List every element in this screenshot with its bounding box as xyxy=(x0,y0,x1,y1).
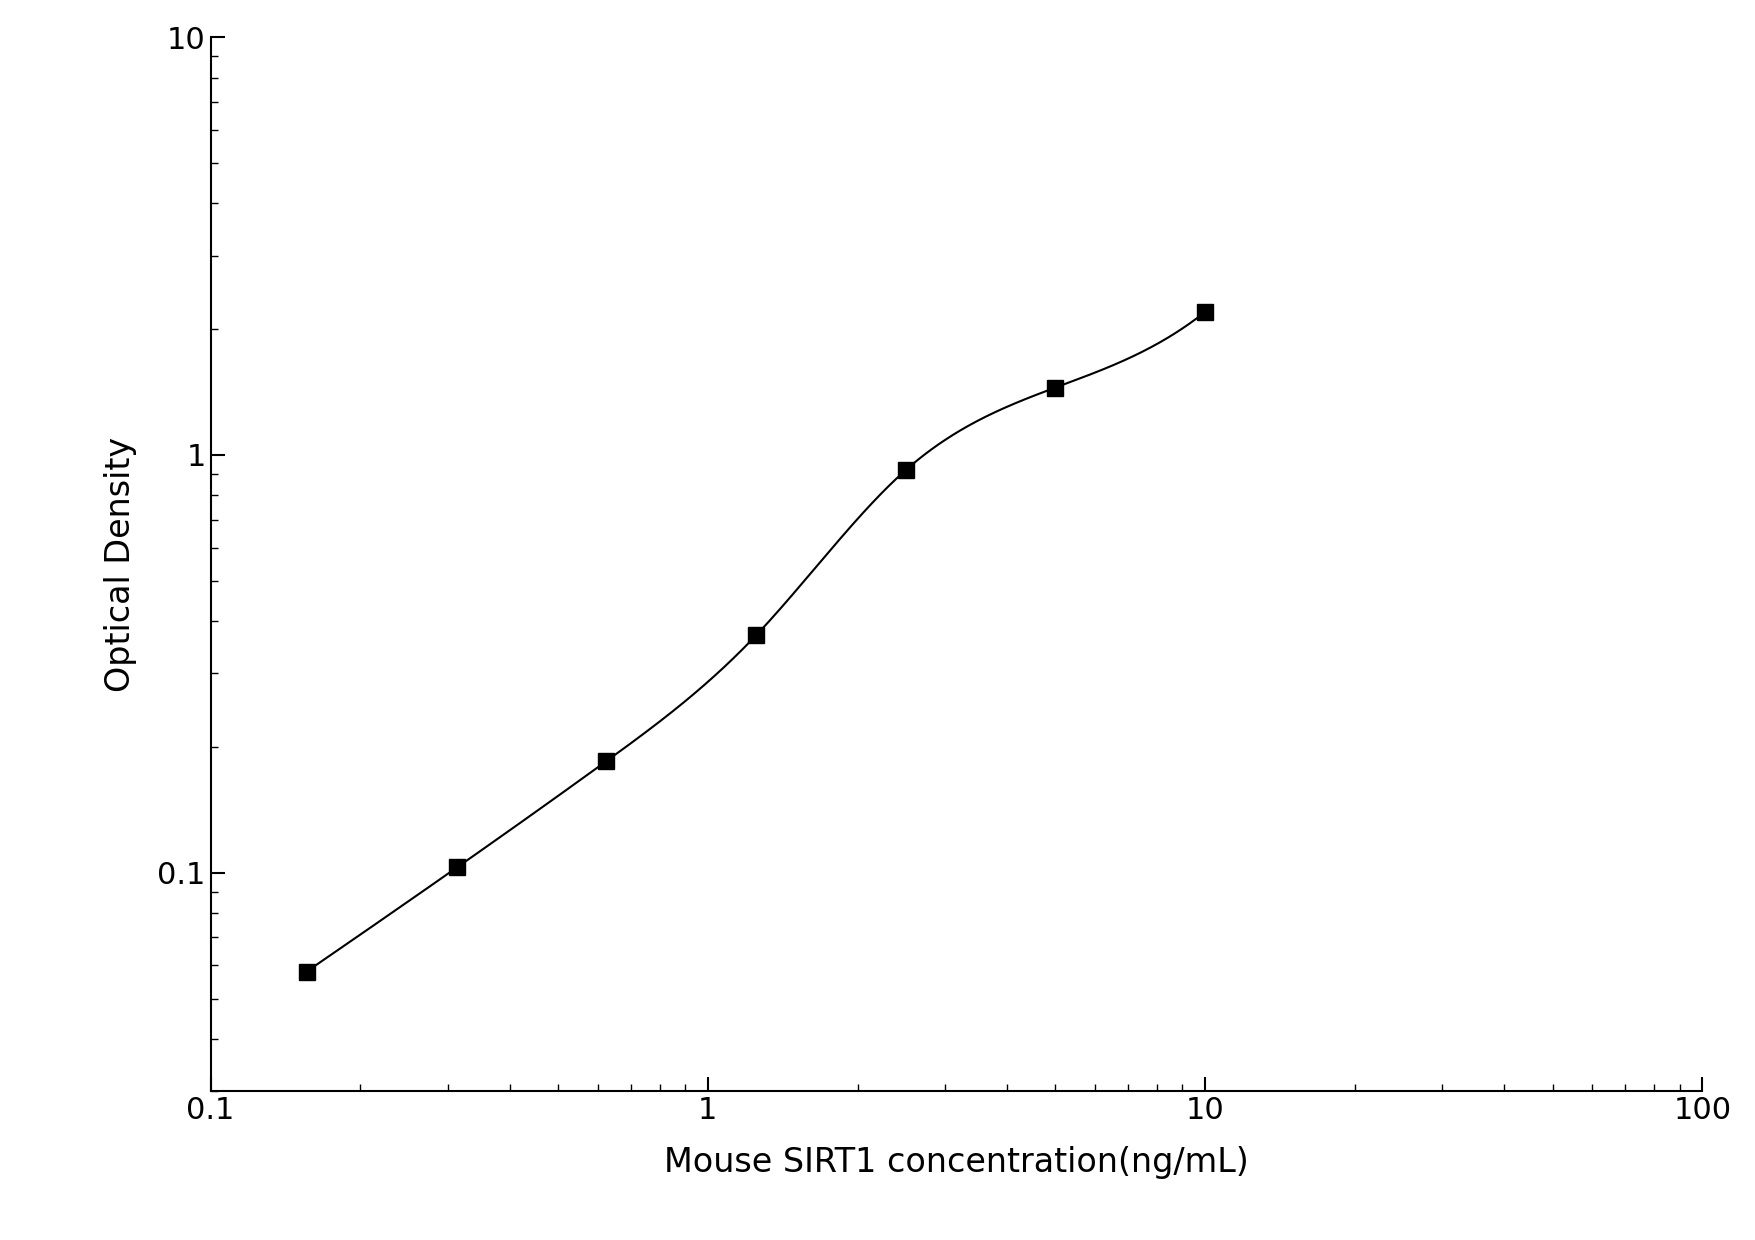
X-axis label: Mouse SIRT1 concentration(ng/mL): Mouse SIRT1 concentration(ng/mL) xyxy=(663,1146,1250,1179)
Y-axis label: Optical Density: Optical Density xyxy=(104,436,137,692)
